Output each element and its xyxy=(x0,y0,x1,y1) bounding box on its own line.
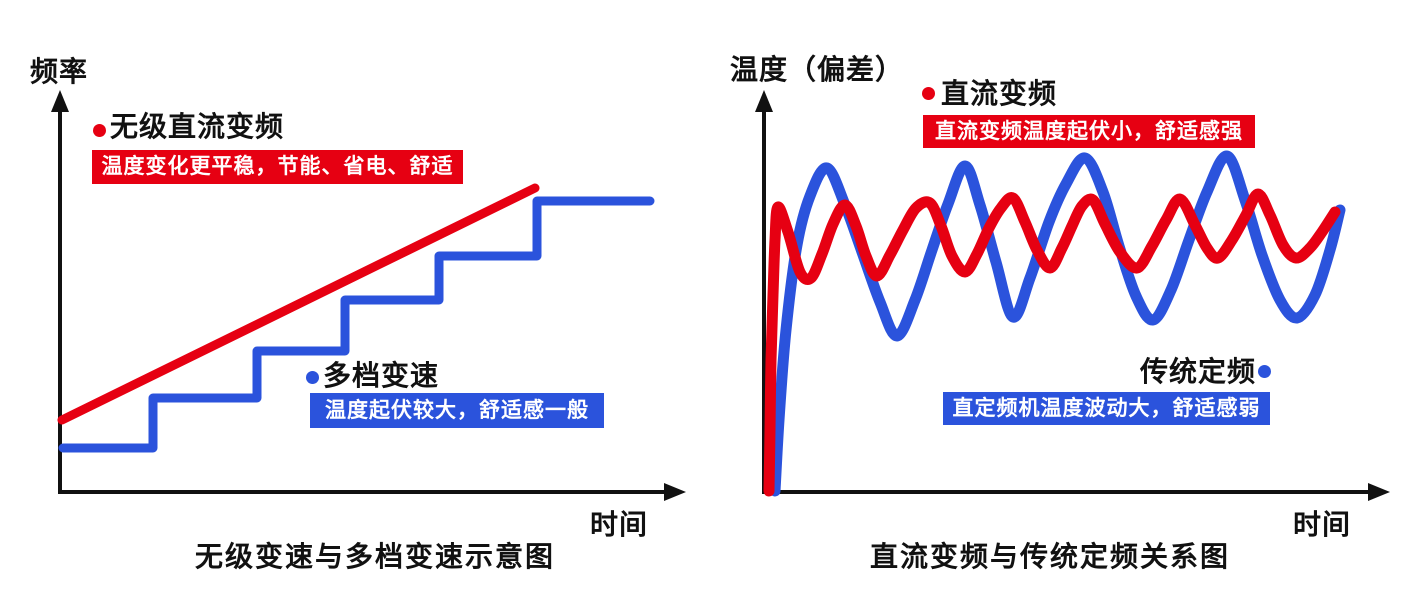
blue-legend-dot-icon xyxy=(306,371,319,384)
y-axis-arrow-icon xyxy=(51,90,69,112)
right-red-note-box: 直流变频温度起伏小，舒适感强 xyxy=(923,115,1255,148)
fixed-frequency-curve xyxy=(769,150,1346,497)
red-legend-dot-icon xyxy=(922,87,935,100)
stepless-dc-inverter-line xyxy=(57,183,540,425)
left-x-axis-label: 时间 xyxy=(590,509,649,540)
left-chart-caption: 无级变速与多档变速示意图 xyxy=(194,541,555,572)
x-axis-arrow-icon xyxy=(1368,483,1390,501)
blue-legend-dot-icon xyxy=(1258,365,1271,378)
y-axis-arrow-icon xyxy=(755,90,773,112)
right-blue-legend-label: 传统定频 xyxy=(1140,356,1257,387)
multi-step-speed-line xyxy=(58,196,655,453)
left-blue-legend-label: 多档变速 xyxy=(323,360,440,391)
x-axis-arrow-icon xyxy=(664,483,686,501)
left-blue-note-box: 温度起伏较大，舒适感一般 xyxy=(310,393,604,428)
dc-inverter-curve xyxy=(763,188,1341,497)
left-red-note-box: 温度变化更平稳，节能、省电、舒适 xyxy=(92,150,463,184)
left-red-legend-label: 无级直流变频 xyxy=(110,111,285,142)
stepless-vs-stepped-chart xyxy=(51,90,686,501)
left-y-axis-label: 频率 xyxy=(30,56,89,87)
red-legend-dot-icon xyxy=(93,124,106,137)
right-x-axis-label: 时间 xyxy=(1293,509,1352,540)
right-red-legend-label: 直流变频 xyxy=(941,78,1058,109)
inverter-vs-fixed-chart xyxy=(755,90,1390,501)
right-chart-caption: 直流变频与传统定频关系图 xyxy=(869,541,1230,572)
right-y-axis-label: 温度（偏差） xyxy=(730,54,905,85)
right-blue-note-box: 直定频机温度波动大，舒适感弱 xyxy=(943,392,1270,425)
